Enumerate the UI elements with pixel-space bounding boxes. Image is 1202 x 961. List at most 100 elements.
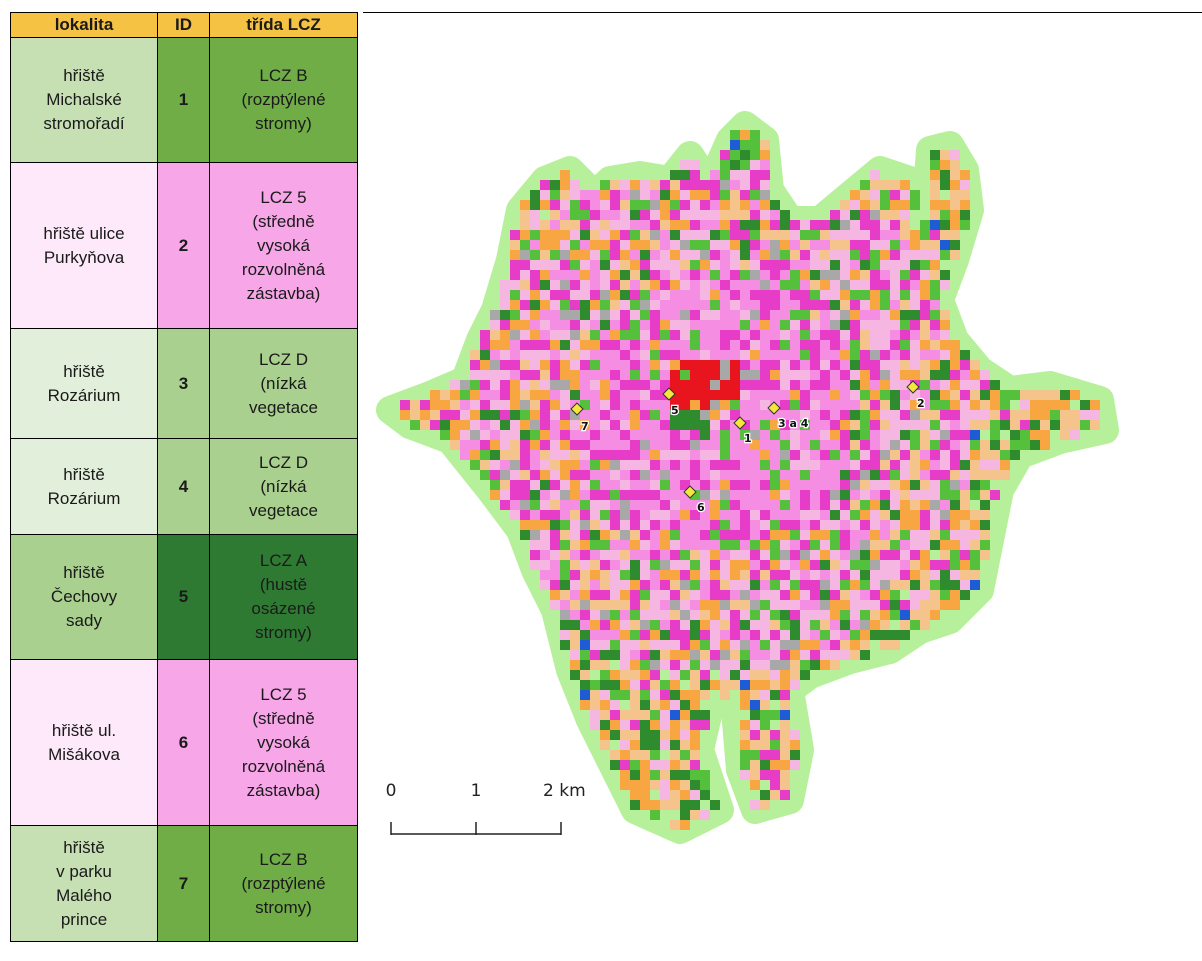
lcz-cell [830,530,840,540]
lcz-cell [800,590,810,600]
lcz-cell [700,430,710,440]
lcz-cell [590,700,600,710]
lcz-cell [760,780,770,790]
lcz-cell [890,620,900,630]
lcz-cell [520,390,530,400]
lcz-cell [920,470,930,480]
lcz-cell [920,360,930,370]
lcz-cell [760,420,770,430]
lcz-cell [890,550,900,560]
lcz-cell [490,450,500,460]
lcz-cell [560,320,570,330]
lcz-cell [630,380,640,390]
lcz-cell [930,170,940,180]
lcz-cell [610,330,620,340]
lcz-cell [810,480,820,490]
lcz-cell [570,370,580,380]
lcz-cell [720,580,730,590]
lcz-cell [610,750,620,760]
lcz-cell [520,200,530,210]
lcz-cell [600,680,610,690]
lcz-cell [530,330,540,340]
lcz-cell [900,540,910,550]
lcz-cell [520,400,530,410]
lcz-cell [980,520,990,530]
lcz-cell [750,730,760,740]
lcz-cell [590,550,600,560]
lcz-cell [580,430,590,440]
lcz-cell [590,560,600,570]
lcz-cell [840,210,850,220]
lcz-cell [840,650,850,660]
lcz-cell [940,540,950,550]
lcz-cell [600,490,610,500]
lcz-cell [750,540,760,550]
lcz-cell [780,590,790,600]
lcz-cell [930,500,940,510]
lcz-cell [960,510,970,520]
lcz-cell [850,390,860,400]
lcz-cell [990,390,1000,400]
lcz-cell [710,500,720,510]
lcz-cell [570,480,580,490]
lcz-cell [650,400,660,410]
lcz-cell [910,580,920,590]
lcz-cell [750,490,760,500]
lcz-cell [1020,410,1030,420]
lcz-cell [560,550,570,560]
lcz-cell [670,420,680,430]
lcz-cell [750,350,760,360]
lcz-cell [630,310,640,320]
lcz-cell [650,230,660,240]
lcz-cell [810,440,820,450]
lcz-cell [550,270,560,280]
lcz-cell [640,550,650,560]
lcz-cell [520,370,530,380]
lcz-cell [590,410,600,420]
lcz-cell [650,580,660,590]
lcz-cell [880,610,890,620]
lcz-cell [930,410,940,420]
lcz-cell [590,300,600,310]
lcz-cell [860,550,870,560]
lcz-cell [560,520,570,530]
lcz-cell [600,610,610,620]
lcz-cell [580,620,590,630]
lcz-cell [740,330,750,340]
lcz-cell [560,440,570,450]
lcz-cell [950,460,960,470]
lcz-cell [840,280,850,290]
lcz-cell [640,360,650,370]
lcz-cell [600,320,610,330]
lcz-cell [880,400,890,410]
lcz-cell [640,300,650,310]
lcz-cell [940,450,950,460]
lcz-cell [950,500,960,510]
lcz-cell [850,330,860,340]
lcz-cell [550,540,560,550]
lcz-cell [620,220,630,230]
lcz-cell [770,470,780,480]
lcz-cell [640,370,650,380]
lcz-cell [660,280,670,290]
lcz-cell [930,250,940,260]
lcz-cell [900,320,910,330]
table-row: hřiště Čechovy sady 5 LCZ A (hustě osázené… [10,534,358,660]
lcz-cell [870,600,880,610]
lcz-cell [700,510,710,520]
lcz-cell [970,470,980,480]
lcz-cell [890,600,900,610]
lcz-cell [940,240,950,250]
lcz-cell [950,340,960,350]
lcz-cell [840,300,850,310]
lcz-cell [930,150,940,160]
lcz-cell [950,160,960,170]
lcz-cell [650,450,660,460]
lcz-cell [880,500,890,510]
lcz-cell [670,230,680,240]
lcz-cell [770,610,780,620]
lcz-cell [990,460,1000,470]
lcz-cell [560,370,570,380]
lcz-cell [870,340,880,350]
marker-diamond-icon [733,416,747,430]
